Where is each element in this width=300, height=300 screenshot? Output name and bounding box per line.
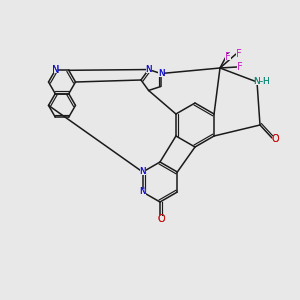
Text: N: N (158, 69, 164, 78)
Text: O: O (271, 134, 279, 144)
Bar (140, 169, 146, 175)
Text: N: N (140, 188, 146, 196)
Bar (52, 67, 58, 73)
Text: N: N (146, 65, 152, 74)
Text: N: N (158, 69, 164, 78)
Text: O: O (271, 134, 279, 144)
Bar (272, 136, 278, 142)
Text: O: O (157, 214, 165, 224)
Bar (225, 54, 231, 60)
Text: N-H: N-H (254, 77, 270, 86)
Text: F: F (237, 62, 243, 72)
Bar (140, 189, 146, 195)
Text: N: N (140, 167, 146, 176)
Text: N: N (140, 167, 146, 176)
Bar (52, 67, 58, 73)
Bar (158, 70, 164, 76)
Bar (237, 64, 243, 70)
Bar (158, 216, 164, 222)
Bar (225, 54, 231, 60)
Text: F: F (236, 49, 242, 59)
Text: N: N (140, 188, 146, 196)
Bar (237, 64, 243, 70)
Text: N-H: N-H (254, 77, 270, 86)
Text: N: N (146, 65, 152, 74)
Bar (236, 51, 242, 57)
Text: O: O (157, 214, 165, 224)
Bar (158, 216, 164, 222)
Bar (236, 51, 242, 57)
Text: N: N (52, 65, 59, 75)
Bar (255, 79, 269, 85)
Text: F: F (237, 62, 243, 72)
Bar (140, 169, 146, 175)
Bar (146, 67, 152, 73)
Text: N: N (52, 65, 59, 75)
Bar (140, 189, 146, 195)
Bar (272, 136, 278, 142)
Bar (255, 79, 269, 85)
Bar (146, 67, 152, 73)
Bar (158, 70, 164, 76)
Text: F: F (225, 52, 231, 62)
Text: F: F (225, 52, 231, 62)
Text: F: F (236, 49, 242, 59)
